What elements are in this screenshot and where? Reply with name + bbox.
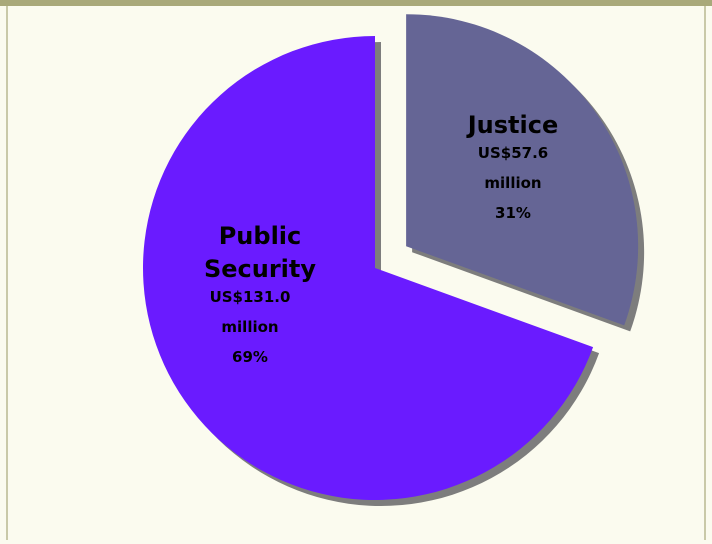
slice-unit-label: million: [221, 318, 278, 336]
slice-percent-label: 31%: [495, 204, 531, 222]
slice-amount-label: US$131.0: [210, 288, 291, 306]
slice-amount-label: US$57.6: [478, 144, 548, 162]
slice-name-label: Public: [219, 222, 302, 250]
slice-unit-label: million: [484, 174, 541, 192]
pie-slice-justice: [406, 14, 639, 326]
top-accent-bar: [0, 0, 712, 6]
slice-percent-label: 69%: [232, 348, 268, 366]
slice-name-label: Justice: [466, 111, 559, 139]
slice-name-label: Security: [204, 255, 316, 283]
slide-frame: [6, 6, 706, 540]
pie-slice-public-security: [142, 36, 594, 501]
